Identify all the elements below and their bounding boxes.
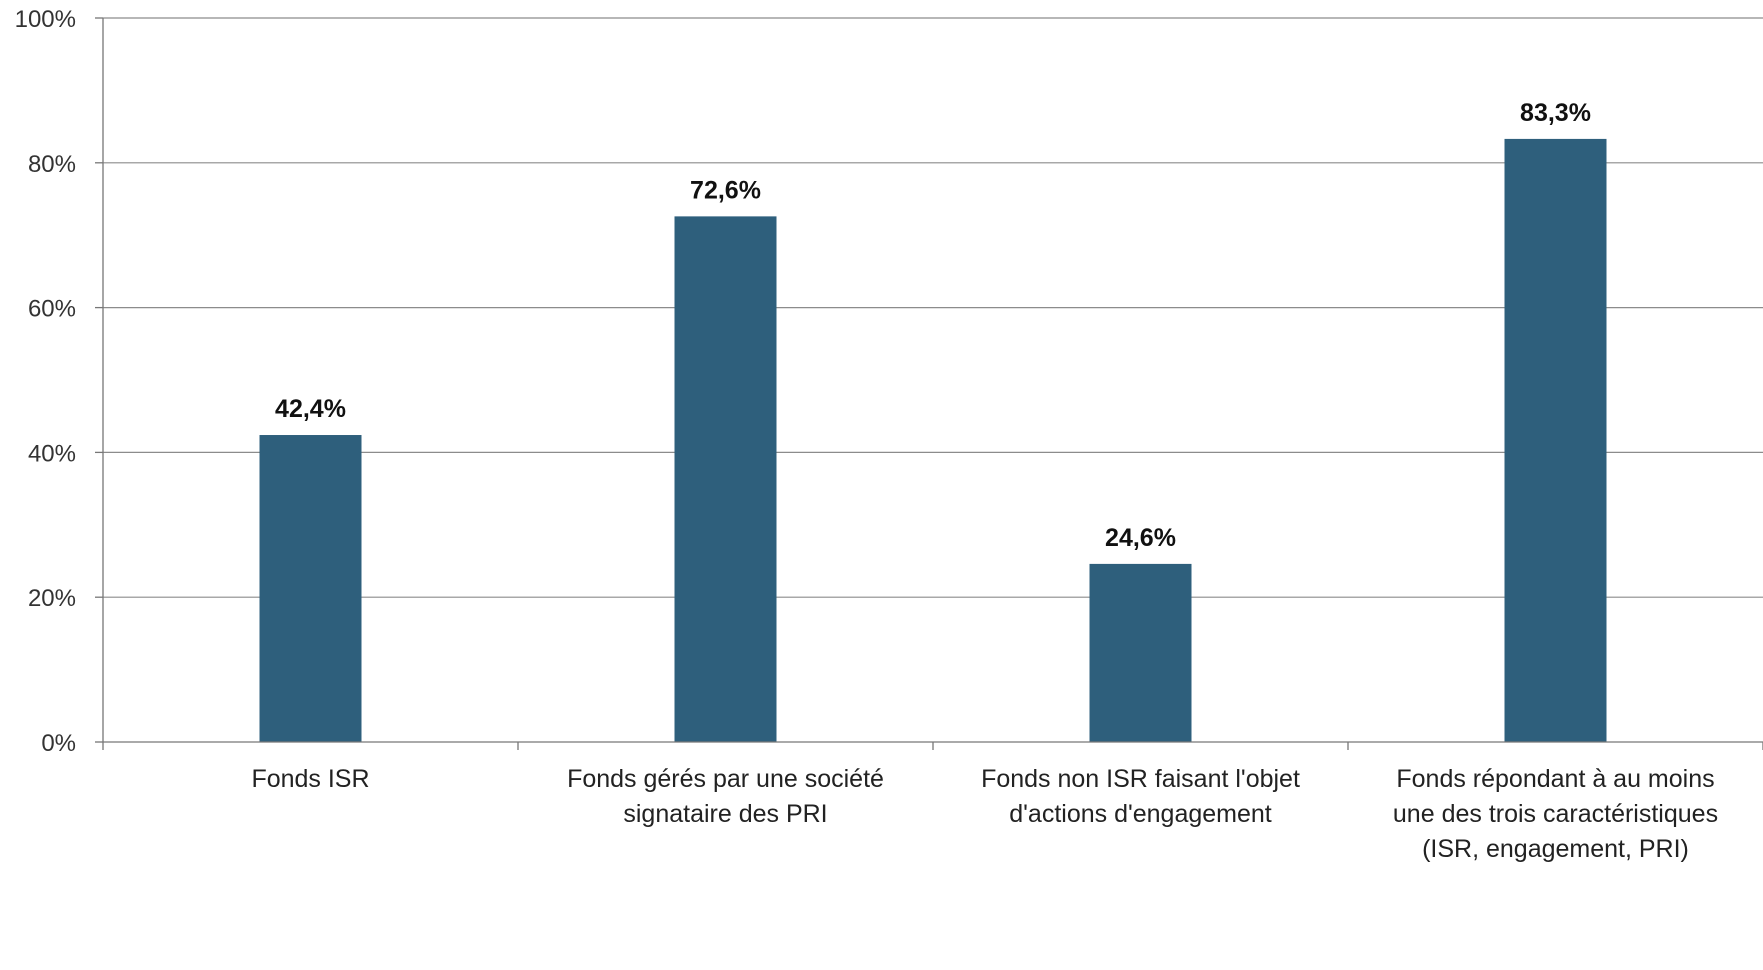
data-label: 72,6% <box>690 176 761 204</box>
y-tick-label: 60% <box>28 296 76 323</box>
category-label: (ISR, engagement, PRI) <box>1422 835 1689 863</box>
data-label: 42,4% <box>275 395 346 423</box>
category-label: Fonds ISR <box>251 765 369 793</box>
y-tick-label: 20% <box>28 585 76 612</box>
axes <box>95 17 1763 750</box>
bar <box>1089 563 1192 742</box>
labels: 0% 20% 40% 60% 80% 100% 42,4% Fonds ISR 72,6% Fon… <box>15 6 1718 863</box>
bars <box>259 138 1607 743</box>
category-label: Fonds gérés par une société <box>567 765 884 793</box>
bar <box>674 216 777 743</box>
data-label: 83,3% <box>1520 99 1591 127</box>
category-label: Fonds répondant à au moins <box>1396 765 1714 793</box>
y-tick-label: 40% <box>28 440 76 467</box>
data-label: 24,6% <box>1105 524 1176 552</box>
category-label: signataire des PRI <box>623 800 827 828</box>
category-label: une des trois caractéristiques <box>1393 800 1718 828</box>
bar <box>259 435 362 742</box>
y-tick-label: 0% <box>41 730 76 757</box>
category-label: d'actions d'engagement <box>1009 800 1272 828</box>
category-label: Fonds non ISR faisant l'objet <box>981 765 1300 793</box>
bar <box>1504 138 1607 742</box>
gridlines <box>103 17 1763 598</box>
y-tick-label: 80% <box>28 151 76 178</box>
y-tick-label: 100% <box>15 6 76 33</box>
